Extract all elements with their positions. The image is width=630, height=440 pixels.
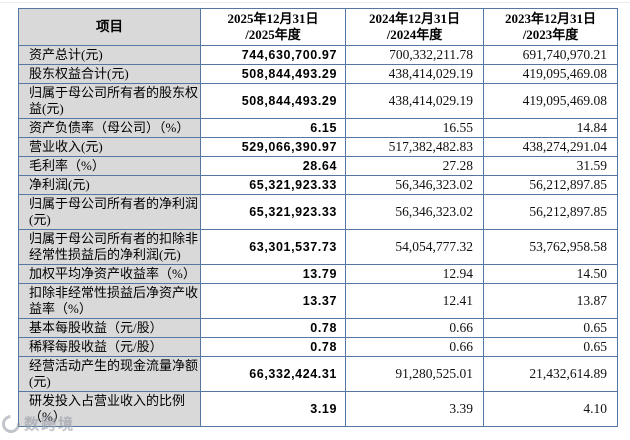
header-2023-period: /2023年度	[522, 27, 579, 42]
row-label: 基本每股收益（元/股）	[18, 318, 201, 338]
row-label: 净利润(元)	[18, 175, 201, 195]
value-2023: 14.50	[483, 264, 618, 284]
page-top-rule	[0, 2, 630, 3]
value-2024: 438,414,029.19	[345, 64, 484, 84]
value-2024: 3.39	[345, 391, 484, 427]
value-2025: 65,321,923.33	[200, 175, 346, 195]
column-header-2023: 2023年12月31日 /2023年度	[483, 8, 618, 46]
row-label: 资产负债率（母公司）（%）	[18, 118, 201, 138]
table-row: 归属于母公司所有者的扣除非经常性损益后的净利润(元) 63,301,537.73…	[18, 229, 618, 265]
value-2023: 31.59	[483, 156, 618, 176]
table-row: 归属于母公司所有者的净利润(元) 65,321,923.33 56,346,32…	[18, 194, 618, 230]
table-row: 归属于母公司所有者的股东权益(元) 508,844,493.29 438,414…	[18, 83, 618, 119]
table-row: 资产负债率（母公司）（%） 6.15 16.55 14.84	[18, 118, 618, 138]
row-label: 归属于母公司所有者的扣除非经常性损益后的净利润(元)	[18, 229, 201, 265]
value-2024: 56,346,323.02	[345, 194, 484, 230]
value-2025: 6.15	[200, 118, 346, 138]
value-2024: 27.28	[345, 156, 484, 176]
value-2023: 56,212,897.85	[483, 175, 618, 195]
table-row: 股东权益合计(元) 508,844,493.29 438,414,029.19 …	[18, 64, 618, 84]
value-2023: 691,740,970.21	[483, 45, 618, 65]
value-2025: 66,332,424.31	[200, 356, 346, 392]
value-2025: 0.78	[200, 318, 346, 338]
value-2024: 700,332,211.78	[345, 45, 484, 65]
value-2023: 0.65	[483, 337, 618, 357]
row-label: 扣除非经常性损益后净资产收益率（%）	[18, 283, 201, 319]
value-2025: 13.79	[200, 264, 346, 284]
value-2025: 3.19	[200, 391, 346, 427]
header-2024-period: /2024年度	[386, 27, 443, 42]
value-2024: 517,382,482.83	[345, 137, 484, 157]
row-label: 稀释每股收益（元/股）	[18, 337, 201, 357]
financial-summary-table: 项目 2025年12月31日 /2025年度 2024年12月31日 /2024…	[18, 8, 618, 427]
value-2025: 744,630,700.97	[200, 45, 346, 65]
value-2024: 12.94	[345, 264, 484, 284]
header-2025-date: 2025年12月31日	[227, 11, 319, 26]
row-label: 营业收入(元)	[18, 137, 201, 157]
row-label: 加权平均净资产收益率（%）	[18, 264, 201, 284]
value-2025: 529,066,390.97	[200, 137, 346, 157]
row-label: 资产总计(元)	[18, 45, 201, 65]
table-row: 稀释每股收益（元/股） 0.78 0.66 0.65	[18, 337, 618, 357]
value-2023: 14.84	[483, 118, 618, 138]
table-row: 营业收入(元) 529,066,390.97 517,382,482.83 43…	[18, 137, 618, 157]
row-label: 研发投入占营业收入的比例（%）	[18, 391, 201, 427]
value-2025: 13.37	[200, 283, 346, 319]
value-2023: 56,212,897.85	[483, 194, 618, 230]
column-header-item: 项目	[18, 8, 201, 46]
value-2023: 0.65	[483, 318, 618, 338]
header-2024-date: 2024年12月31日	[368, 11, 460, 26]
table-row: 研发投入占营业收入的比例（%） 3.19 3.39 4.10	[18, 391, 618, 427]
value-2023: 419,095,469.08	[483, 83, 618, 119]
value-2024: 91,280,525.01	[345, 356, 484, 392]
value-2024: 12.41	[345, 283, 484, 319]
value-2023: 438,274,291.04	[483, 137, 618, 157]
value-2025: 28.64	[200, 156, 346, 176]
row-label: 毛利率（%）	[18, 156, 201, 176]
value-2025: 63,301,537.73	[200, 229, 346, 265]
value-2023: 21,432,614.89	[483, 356, 618, 392]
value-2025: 508,844,493.29	[200, 64, 346, 84]
value-2025: 508,844,493.29	[200, 83, 346, 119]
row-label: 归属于母公司所有者的净利润(元)	[18, 194, 201, 230]
table-row: 扣除非经常性损益后净资产收益率（%） 13.37 12.41 13.87	[18, 283, 618, 319]
value-2024: 0.66	[345, 318, 484, 338]
value-2024: 56,346,323.02	[345, 175, 484, 195]
value-2024: 0.66	[345, 337, 484, 357]
table-header-row: 项目 2025年12月31日 /2025年度 2024年12月31日 /2024…	[18, 8, 618, 46]
value-2025: 0.78	[200, 337, 346, 357]
column-header-2024: 2024年12月31日 /2024年度	[345, 8, 484, 46]
table-body: 资产总计(元) 744,630,700.97 700,332,211.78 69…	[18, 45, 618, 427]
value-2023: 419,095,469.08	[483, 64, 618, 84]
table-row: 经营活动产生的现金流量净额(元) 66,332,424.31 91,280,52…	[18, 356, 618, 392]
row-label: 股东权益合计(元)	[18, 64, 201, 84]
row-label: 归属于母公司所有者的股东权益(元)	[18, 83, 201, 119]
table-row: 毛利率（%） 28.64 27.28 31.59	[18, 156, 618, 176]
value-2024: 54,054,777.32	[345, 229, 484, 265]
table-row: 加权平均净资产收益率（%） 13.79 12.94 14.50	[18, 264, 618, 284]
header-2025-period: /2025年度	[245, 27, 301, 42]
table-row: 净利润(元) 65,321,923.33 56,346,323.02 56,21…	[18, 175, 618, 195]
table-row: 资产总计(元) 744,630,700.97 700,332,211.78 69…	[18, 45, 618, 65]
header-2023-date: 2023年12月31日	[504, 11, 596, 26]
value-2024: 438,414,029.19	[345, 83, 484, 119]
row-label: 经营活动产生的现金流量净额(元)	[18, 356, 201, 392]
value-2025: 65,321,923.33	[200, 194, 346, 230]
table-row: 基本每股收益（元/股） 0.78 0.66 0.65	[18, 318, 618, 338]
value-2023: 4.10	[483, 391, 618, 427]
value-2024: 16.55	[345, 118, 484, 138]
column-header-2025: 2025年12月31日 /2025年度	[200, 8, 346, 46]
value-2023: 53,762,958.58	[483, 229, 618, 265]
value-2023: 13.87	[483, 283, 618, 319]
